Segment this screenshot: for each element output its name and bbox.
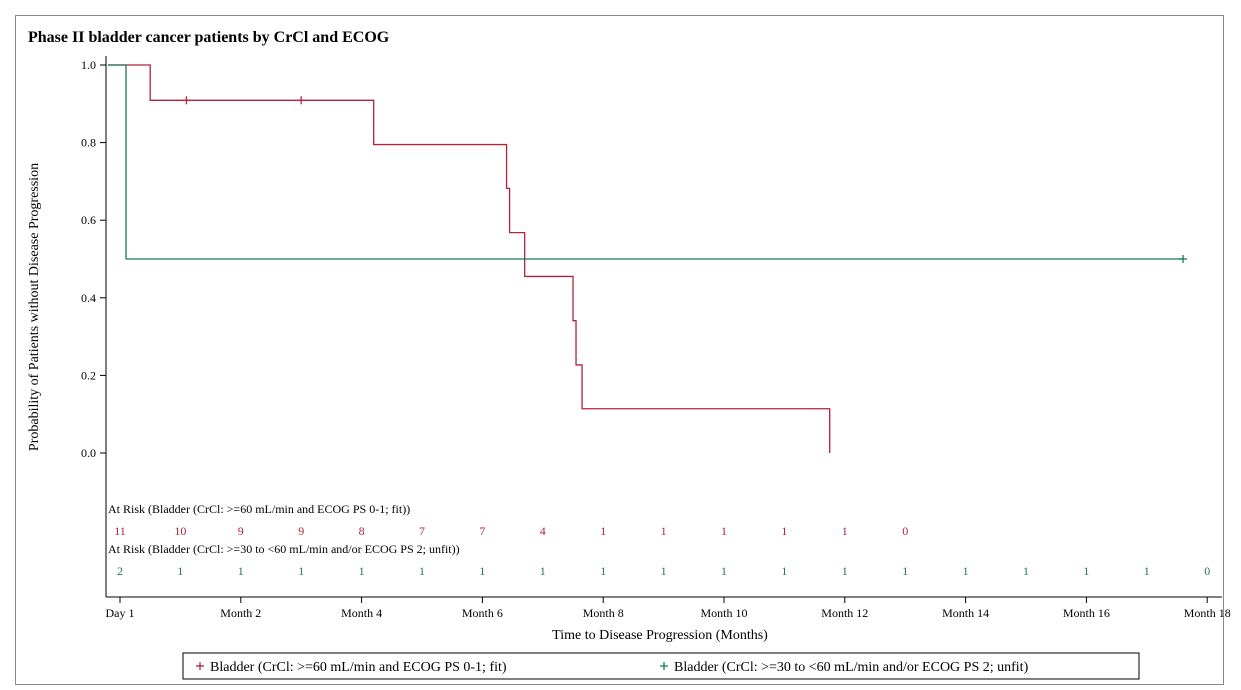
x-tick-label: Month 2 bbox=[220, 606, 261, 620]
at-risk-count: 2 bbox=[117, 564, 123, 578]
at-risk-count: 1 bbox=[842, 524, 848, 538]
y-tick-label: 0.6 bbox=[81, 213, 96, 227]
y-tick-label: 1.0 bbox=[81, 58, 96, 72]
chart-frame bbox=[15, 15, 1224, 685]
at-risk-count: 7 bbox=[419, 524, 425, 538]
at-risk-count: 7 bbox=[479, 524, 485, 538]
series-layer bbox=[107, 64, 1188, 453]
at-risk-count: 1 bbox=[238, 564, 244, 578]
at-risk-count: 1 bbox=[479, 564, 485, 578]
censor-mark bbox=[182, 96, 191, 105]
censor-mark bbox=[1179, 255, 1188, 263]
at-risk-title: At Risk (Bladder (CrCl: >=30 to <60 mL/m… bbox=[108, 542, 460, 556]
at-risk-count: 9 bbox=[298, 524, 304, 538]
chart-title: Phase II bladder cancer patients by CrCl… bbox=[28, 29, 390, 46]
at-risk-count: 1 bbox=[902, 564, 908, 578]
at-risk-count: 1 bbox=[781, 564, 787, 578]
at-risk-count: 0 bbox=[1204, 564, 1210, 578]
legend-marker bbox=[660, 662, 668, 670]
x-tick-label: Month 18 bbox=[1184, 606, 1231, 620]
at-risk-count: 1 bbox=[600, 524, 606, 538]
series-line-1 bbox=[107, 64, 831, 453]
x-tick-label: Month 12 bbox=[821, 606, 868, 620]
at-risk-count: 1 bbox=[661, 524, 667, 538]
y-tick-label: 0.2 bbox=[81, 368, 96, 382]
x-tick-label: Month 10 bbox=[700, 606, 747, 620]
x-axis-label: Time to Disease Progression (Months) bbox=[552, 628, 768, 643]
x-tick-label: Month 4 bbox=[341, 606, 382, 620]
legend-item-1: Bladder (CrCl: >=60 mL/min and ECOG PS 0… bbox=[196, 660, 507, 675]
at-risk-title: At Risk (Bladder (CrCl: >=60 mL/min and … bbox=[108, 502, 410, 516]
x-tick-label: Day 1 bbox=[106, 606, 135, 620]
legend: Bladder (CrCl: >=60 mL/min and ECOG PS 0… bbox=[182, 652, 1140, 680]
y-axis-label: Probability of Patients without Disease … bbox=[27, 163, 42, 451]
at-risk-table: At Risk (Bladder (CrCl: >=60 mL/min and … bbox=[108, 502, 1210, 578]
at-risk-count: 1 bbox=[419, 564, 425, 578]
at-risk-count: 10 bbox=[174, 524, 186, 538]
legend-marker bbox=[196, 662, 204, 670]
legend-label: Bladder (CrCl: >=60 mL/min and ECOG PS 0… bbox=[210, 660, 507, 675]
at-risk-count: 1 bbox=[1083, 564, 1089, 578]
y-tick-label: 0.4 bbox=[81, 291, 96, 305]
x-tick-label: Month 14 bbox=[942, 606, 989, 620]
series-line-2 bbox=[107, 64, 1184, 260]
at-risk-count: 1 bbox=[1144, 564, 1150, 578]
x-tick-label: Month 8 bbox=[583, 606, 624, 620]
at-risk-count: 1 bbox=[540, 564, 546, 578]
at-risk-count: 1 bbox=[359, 564, 365, 578]
at-risk-count: 1 bbox=[721, 564, 727, 578]
at-risk-count: 4 bbox=[540, 524, 546, 538]
x-tick-label: Month 6 bbox=[462, 606, 503, 620]
at-risk-count: 1 bbox=[177, 564, 183, 578]
censor-mark bbox=[297, 96, 306, 105]
axes: 0.0 0.2 0.4 0.6 0.8 1.0 Day 1 Month 2 Month 4 Mon… bbox=[81, 56, 1231, 620]
at-risk-count: 1 bbox=[721, 524, 727, 538]
at-risk-count: 8 bbox=[359, 524, 365, 538]
at-risk-count: 1 bbox=[298, 564, 304, 578]
at-risk-count: 9 bbox=[238, 524, 244, 538]
y-tick-label: 0.8 bbox=[81, 136, 96, 150]
at-risk-count: 11 bbox=[114, 524, 126, 538]
x-tick-label: Month 16 bbox=[1063, 606, 1110, 620]
at-risk-count: 1 bbox=[1023, 564, 1029, 578]
at-risk-count: 1 bbox=[963, 564, 969, 578]
at-risk-count: 1 bbox=[661, 564, 667, 578]
at-risk-count: 1 bbox=[842, 564, 848, 578]
at-risk-count: 1 bbox=[781, 524, 787, 538]
y-tick-label: 0.0 bbox=[81, 446, 96, 460]
at-risk-count: 1 bbox=[600, 564, 606, 578]
legend-label: Bladder (CrCl: >=30 to <60 mL/min and/or… bbox=[674, 660, 1029, 675]
legend-item-2: Bladder (CrCl: >=30 to <60 mL/min and/or… bbox=[660, 660, 1029, 675]
at-risk-count: 0 bbox=[902, 524, 908, 538]
